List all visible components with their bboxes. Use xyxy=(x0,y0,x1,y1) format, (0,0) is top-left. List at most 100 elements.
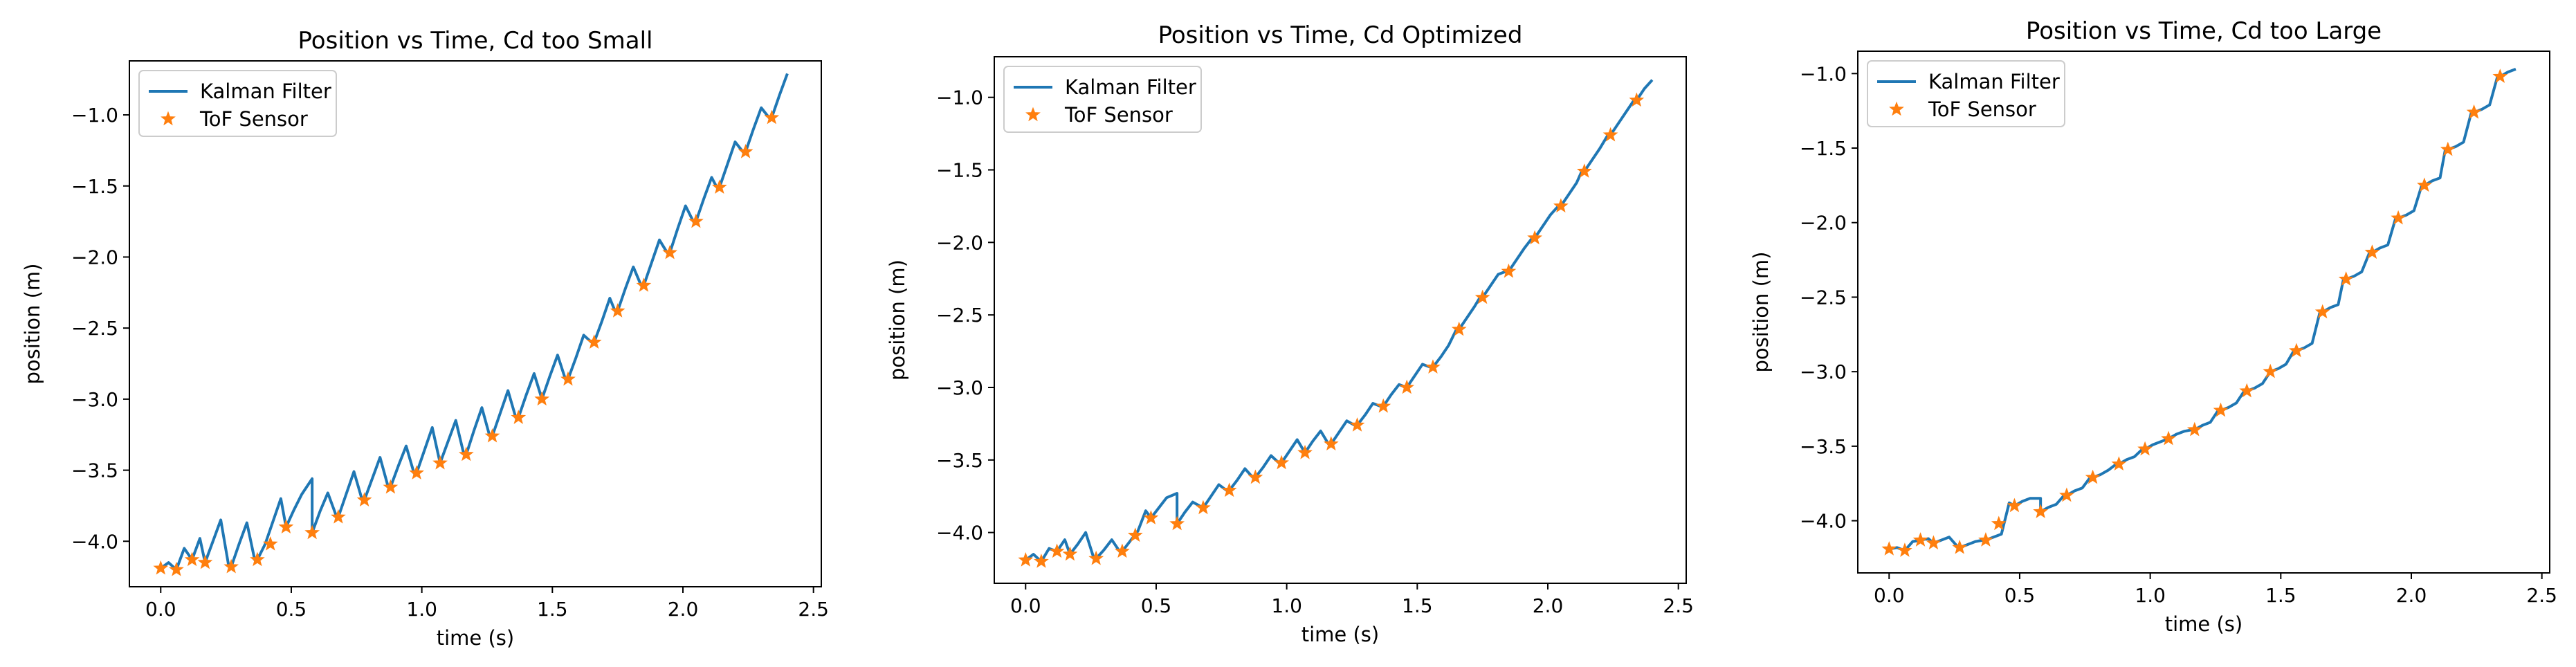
tof-sensor-point xyxy=(1049,543,1065,558)
tof-sensor-point xyxy=(1602,127,1618,142)
tof-sensor-point xyxy=(662,244,677,259)
tof-sensor-point xyxy=(2111,456,2127,470)
tof-sensor-point xyxy=(1451,321,1467,336)
x-axis-label: time (s) xyxy=(2165,612,2242,636)
y-tick-label: −2.0 xyxy=(1800,212,1847,235)
x-tick-label: 0.0 xyxy=(1010,594,1041,617)
chart-panel-2: Position vs Time, Cd Optimized 0.0 0.5 1.0 1… xyxy=(886,21,1694,646)
tof-sensor-point xyxy=(511,410,527,424)
y-tick-label: −3.0 xyxy=(936,376,983,399)
tof-sensor-point xyxy=(484,428,500,443)
x-tick-label: 2.5 xyxy=(2526,584,2557,607)
tof-sensor-point xyxy=(636,277,652,292)
legend-label-tof-sensor: ToF Sensor xyxy=(1928,98,2036,121)
tof-sensor-point xyxy=(2186,421,2202,437)
tof-sensor-point xyxy=(1952,539,1968,554)
tof-sensor-point xyxy=(1474,289,1490,304)
tof-sensor-point xyxy=(1926,535,1942,550)
x-tick-label: 1.0 xyxy=(406,598,437,621)
y-tick-label: −2.5 xyxy=(936,304,983,327)
axes-frame xyxy=(994,56,1687,584)
legend-box xyxy=(138,70,337,137)
tof-sensor-point xyxy=(2314,304,2330,319)
tof-sensor-point xyxy=(1221,482,1237,497)
y-axis-label: position (m) xyxy=(1749,252,1773,373)
tof-sensor-point xyxy=(2239,383,2255,398)
tof-sensor-point xyxy=(262,536,278,551)
tof-sensor-point xyxy=(250,551,265,567)
tof-sensor-point xyxy=(1912,532,1928,547)
y-tick-label: −1.0 xyxy=(71,104,118,127)
x-axis-label: time (s) xyxy=(1301,623,1379,646)
y-tick-label: −4.0 xyxy=(936,522,983,545)
tof-sensor-point xyxy=(1527,230,1542,245)
y-tick-label: −2.5 xyxy=(71,317,118,340)
tof-sensor-point xyxy=(2059,487,2074,502)
tof-sensor-point xyxy=(1425,359,1441,374)
chart-panel-3: Position vs Time, Cd too Large 0.0 0.5 1.0 1… xyxy=(1749,17,2557,636)
tof-sensor-point xyxy=(738,144,753,158)
tof-sensor-point xyxy=(432,455,448,470)
x-tick-label: 2.5 xyxy=(1663,594,1694,617)
x-tick-label: 0.0 xyxy=(145,598,176,621)
tof-sensor-point xyxy=(1115,543,1130,558)
tof-sensor-point xyxy=(2440,141,2456,156)
series-line-kalman-filter xyxy=(1025,79,1654,563)
y-tick-label: −1.5 xyxy=(1800,137,1847,160)
legend: Kalman Filter ToF Sensor xyxy=(1003,66,1202,133)
legend-swatch-tof-sensor xyxy=(1025,107,1041,122)
chart-panel-1: Position vs Time, Cd too Small 0.0 0.5 1.0 1… xyxy=(21,27,829,650)
tof-sensor-point xyxy=(1399,379,1415,394)
legend-label-kalman-filter: Kalman Filter xyxy=(1065,75,1196,99)
tof-sensor-point xyxy=(2213,402,2229,417)
y-tick-label: −1.0 xyxy=(936,86,983,109)
y-axis-label: position (m) xyxy=(21,264,44,385)
y-tick-label: −2.5 xyxy=(1800,286,1847,309)
tof-sensor-point xyxy=(1088,550,1104,565)
x-tick-label: 2.5 xyxy=(798,598,829,621)
tof-sensor-point xyxy=(169,561,184,576)
tof-sensor-point xyxy=(2033,504,2049,518)
series-line-kalman-filter xyxy=(1888,67,2516,552)
tof-sensor-point xyxy=(1062,546,1078,561)
x-tick-label: 0.0 xyxy=(1874,584,1905,607)
legend-swatch-tof-sensor xyxy=(1889,101,1904,116)
tof-sensor-point xyxy=(153,560,169,575)
tof-sensor-point xyxy=(610,303,625,318)
tof-sensor-point xyxy=(688,213,704,228)
tof-sensor-point xyxy=(1897,542,1912,557)
tof-sensor-point xyxy=(1629,92,1645,107)
tof-sensor-point xyxy=(356,492,372,506)
tof-sensor-point xyxy=(1991,515,2007,531)
tof-sensor-point xyxy=(1501,263,1517,278)
tof-sensor-point xyxy=(534,391,550,406)
legend-label-tof-sensor: ToF Sensor xyxy=(199,107,308,131)
y-tick-label: −3.5 xyxy=(1800,435,1847,458)
tof-sensor-point xyxy=(2391,210,2406,225)
y-tick-label: −4.0 xyxy=(1800,510,1847,533)
tof-sensor-point xyxy=(2492,68,2508,83)
legend-label-kalman-filter: Kalman Filter xyxy=(1928,70,2060,93)
tof-sensor-point xyxy=(2263,363,2278,378)
x-tick-label: 2.0 xyxy=(1533,594,1564,617)
x-tick-label: 2.0 xyxy=(2396,584,2427,607)
tof-sensor-point xyxy=(1196,500,1211,515)
tof-sensor-point xyxy=(1553,198,1569,213)
axes-frame xyxy=(129,60,822,587)
x-tick-label: 1.5 xyxy=(537,598,568,621)
y-tick-label: −3.0 xyxy=(1800,360,1847,383)
legend-swatch-tof-sensor xyxy=(161,111,176,126)
legend: Kalman Filter ToF Sensor xyxy=(138,70,337,137)
x-tick-label: 0.5 xyxy=(276,598,307,621)
chart-title: Position vs Time, Cd too Small xyxy=(298,27,653,55)
legend: Kalman Filter ToF Sensor xyxy=(1867,60,2065,127)
tof-sensor-point xyxy=(1034,554,1049,568)
y-tick-label: −2.0 xyxy=(71,246,118,268)
legend-label-tof-sensor: ToF Sensor xyxy=(1064,103,1173,127)
chart-title: Position vs Time, Cd too Large xyxy=(2026,17,2382,45)
tof-sensor-point xyxy=(2007,497,2022,513)
tof-sensor-point xyxy=(2137,441,2153,456)
tof-sensor-point xyxy=(1349,417,1365,432)
x-tick-label: 2.0 xyxy=(668,598,699,621)
